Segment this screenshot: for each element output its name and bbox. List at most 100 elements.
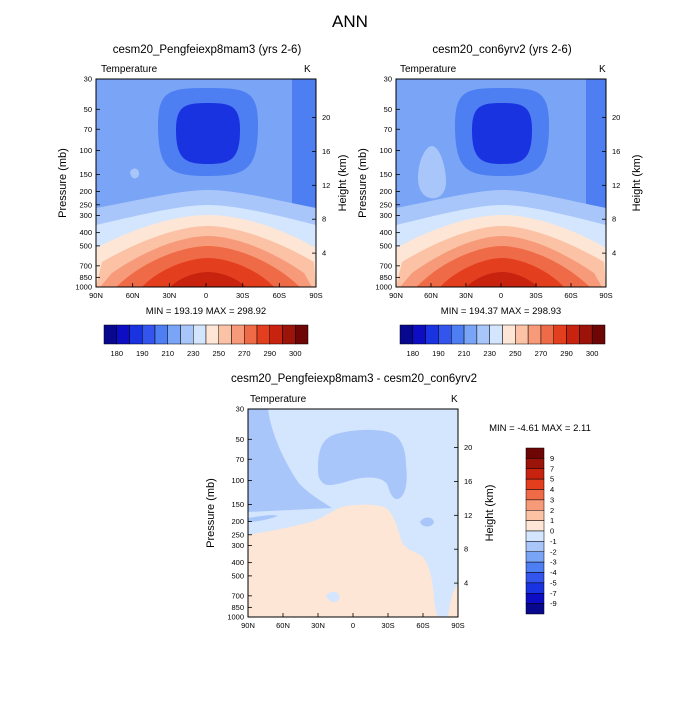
colorbar-swatch (553, 324, 567, 345)
panel-1: cesm20_Pengfeiexp8mam3 (yrs 2-6) Tempera… (57, 44, 349, 358)
y-tick-label: 700 (79, 261, 92, 270)
y-tick-label: 250 (379, 200, 392, 209)
y-tick-label: 30 (384, 75, 392, 84)
y-tick-label: 200 (231, 517, 244, 526)
colorbar-swatch (566, 324, 580, 345)
y2-tick-label: 20 (322, 113, 330, 122)
panel-2-y2-label: Height (km) (631, 155, 643, 212)
panel-3-axes: 90N 60N 30N 0 30S 60S 90S 30 50 70 100 150 200 250 300… (227, 405, 472, 631)
colorbar-swatch (167, 324, 181, 345)
y-tick-label: 100 (231, 476, 244, 485)
y-tick-label: 50 (384, 105, 392, 114)
y-tick-label: 1000 (75, 283, 92, 292)
x-tick-label: 60S (416, 621, 429, 630)
colorbar-label: 230 (187, 349, 200, 358)
x-tick-label: 0 (351, 621, 355, 630)
colorbar-swatch (540, 324, 554, 345)
colorbar-swatch (295, 324, 309, 345)
y2-tick-label: 20 (612, 113, 620, 122)
y2-tick-label: 16 (612, 147, 620, 156)
panel-1-field (96, 79, 316, 287)
y2-tick-label: 4 (322, 249, 326, 258)
colorbar-swatch (489, 324, 503, 345)
y-tick-label: 700 (231, 591, 244, 600)
colorbar-label: 270 (238, 349, 251, 358)
figure-title: ANN (332, 12, 368, 31)
y2-tick-label: 4 (464, 579, 468, 588)
panel-2-field (396, 79, 606, 287)
y-tick-label: 700 (379, 261, 392, 270)
colorbar-swatch (425, 324, 439, 345)
y2-tick-label: 8 (612, 215, 616, 224)
colorbar-swatch (103, 324, 117, 345)
colorbar-label: 9 (550, 454, 554, 463)
colorbar-swatch (231, 324, 245, 345)
y-tick-label: 100 (79, 146, 92, 155)
colorbar-swatch (525, 468, 545, 480)
y-tick-label: 400 (79, 228, 92, 237)
y-tick-label: 400 (231, 558, 244, 567)
colorbar-label: 5 (550, 475, 554, 484)
panel-2-stats: MIN = 194.37 MAX = 298.93 (441, 306, 561, 317)
y-tick-label: 200 (379, 187, 392, 196)
colorbar-swatch (525, 520, 545, 532)
x-tick-label: 30N (311, 621, 325, 630)
colorbar-swatch (525, 458, 545, 469)
colorbar-swatch (476, 324, 490, 345)
y-tick-label: 200 (79, 187, 92, 196)
x-tick-label: 30S (236, 291, 249, 300)
panel-3-units: K (451, 394, 458, 405)
colorbar-label: 190 (136, 349, 149, 358)
y-tick-label: 30 (84, 75, 92, 84)
colorbar-label: 190 (432, 349, 445, 358)
panel-1-y2-label: Height (km) (337, 155, 349, 212)
colorbar-label: -1 (550, 537, 557, 546)
y-tick-label: 70 (384, 125, 392, 134)
colorbar-label: 0 (550, 527, 554, 536)
panel-3: cesm20_Pengfeiexp8mam3 - cesm20_con6yrv2… (205, 373, 591, 630)
colorbar-swatch (180, 324, 194, 345)
colorbar-label: 4 (550, 485, 554, 494)
colorbar-swatch (244, 324, 258, 345)
colorbar-label: 180 (407, 349, 420, 358)
colorbar-swatch (129, 324, 143, 345)
colorbar-label: 2 (550, 506, 554, 515)
y-tick-label: 300 (379, 211, 392, 220)
colorbar-swatch (591, 324, 606, 345)
y-tick-label: 500 (231, 571, 244, 580)
colorbar-swatch (116, 324, 130, 345)
colorbar-label: 7 (550, 464, 554, 473)
x-tick-label: 60N (276, 621, 290, 630)
colorbar-swatch (412, 324, 426, 345)
colorbar-swatch (451, 324, 465, 345)
panel-3-y-label: Pressure (mb) (205, 478, 217, 548)
panel-3-variable: Temperature (250, 394, 307, 405)
colorbar-label: -9 (550, 599, 557, 608)
y2-tick-label: 12 (322, 181, 330, 190)
panel-1-title: cesm20_Pengfeiexp8mam3 (yrs 2-6) (113, 44, 302, 56)
colorbar-swatch (502, 324, 516, 345)
x-tick-label: 90S (309, 291, 322, 300)
y2-tick-label: 16 (322, 147, 330, 156)
colorbar-label: 1 (550, 516, 554, 525)
colorbar-swatch (218, 324, 232, 345)
x-tick-label: 0 (499, 291, 503, 300)
colorbar-swatch (438, 324, 452, 345)
x-tick-label: 60S (273, 291, 286, 300)
x-tick-label: 60N (126, 291, 140, 300)
colorbar-swatch (525, 510, 545, 521)
colorbar-label: 230 (483, 349, 496, 358)
colorbar-swatch (525, 541, 545, 552)
colorbar-label: -7 (550, 589, 557, 598)
x-tick-label: 60S (564, 291, 577, 300)
x-tick-label: 90N (89, 291, 103, 300)
panel-2-title: cesm20_con6yrv2 (yrs 2-6) (432, 44, 571, 56)
colorbar-swatch (399, 324, 414, 345)
colorbar-swatch (525, 447, 545, 459)
y-tick-label: 500 (379, 241, 392, 250)
colorbar-swatch (525, 499, 545, 511)
colorbar-label: 300 (586, 349, 599, 358)
y-tick-label: 850 (231, 603, 244, 612)
y-tick-label: 300 (231, 541, 244, 550)
colorbar-label: 210 (458, 349, 471, 358)
